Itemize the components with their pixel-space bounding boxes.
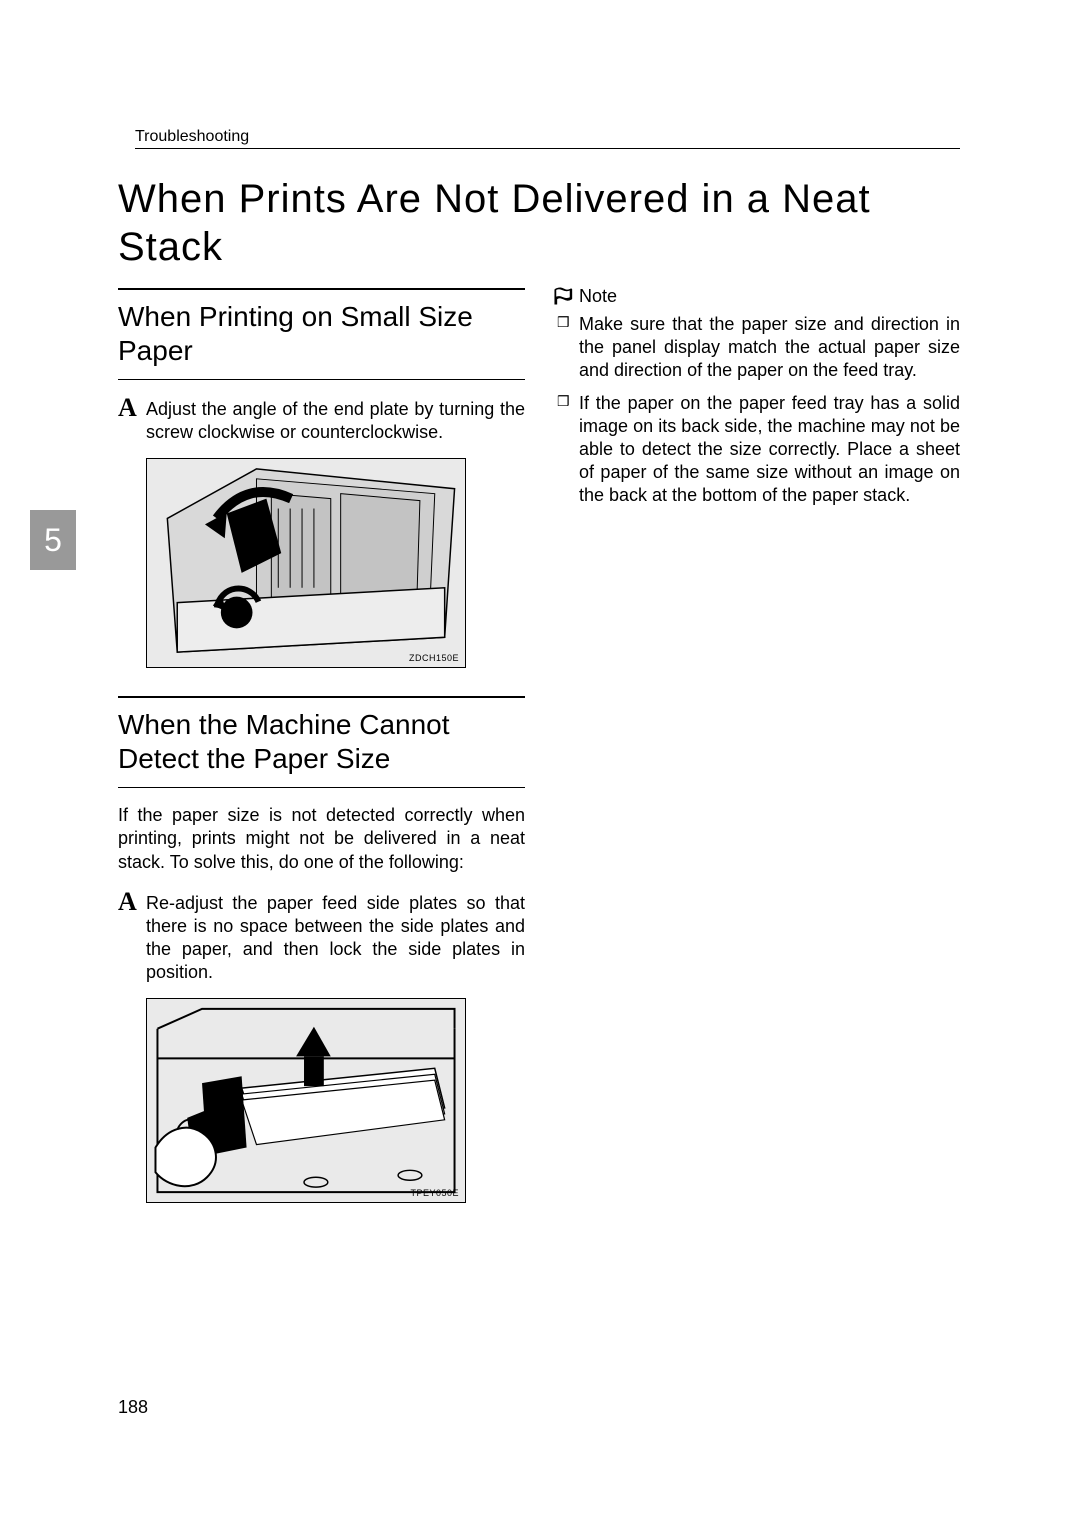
page-title: When Prints Are Not Delivered in a Neat … (118, 175, 948, 271)
page-number: 188 (118, 1397, 148, 1418)
step-text: Adjust the angle of the end plate by tur… (146, 398, 525, 444)
body-paragraph: If the paper size is not detected correc… (118, 804, 525, 873)
note-heading: Note (553, 286, 960, 307)
column-right: Note Make sure that the paper size and d… (553, 280, 960, 1203)
step-text: Re-adjust the paper feed side plates so … (146, 892, 525, 984)
section-label: Troubleshooting (135, 128, 249, 146)
step-marker: A (118, 398, 140, 444)
subheading: When the Machine Cannot Detect the Paper… (118, 708, 525, 775)
printer-end-plate-illustration (147, 459, 465, 667)
note-list: Make sure that the paper size and direct… (553, 313, 960, 507)
note-icon (553, 287, 573, 307)
figure-feed-plates: TPEY050E (146, 998, 466, 1203)
note-item: If the paper on the paper feed tray has … (579, 392, 960, 507)
paper-feed-plates-illustration (147, 999, 465, 1202)
note-label: Note (579, 286, 617, 307)
column-left: When Printing on Small Size Paper A Adju… (118, 280, 525, 1203)
figure-code: ZDCH150E (409, 653, 459, 663)
content-columns: When Printing on Small Size Paper A Adju… (118, 280, 960, 1203)
subhead-block-2: When the Machine Cannot Detect the Paper… (118, 696, 525, 788)
figure-end-plate: ZDCH150E (146, 458, 466, 668)
manual-page: Troubleshooting When Prints Are Not Deli… (0, 0, 1080, 1528)
figure-code: TPEY050E (410, 1188, 459, 1198)
header-rule (135, 148, 960, 149)
note-item: Make sure that the paper size and direct… (579, 313, 960, 382)
subheading: When Printing on Small Size Paper (118, 300, 525, 367)
subhead-block-1: When Printing on Small Size Paper (118, 288, 525, 380)
chapter-tab: 5 (30, 510, 76, 570)
step-marker: A (118, 892, 140, 984)
note-block: Note Make sure that the paper size and d… (553, 286, 960, 507)
step-item: A Adjust the angle of the end plate by t… (118, 398, 525, 444)
step-item: A Re-adjust the paper feed side plates s… (118, 892, 525, 984)
